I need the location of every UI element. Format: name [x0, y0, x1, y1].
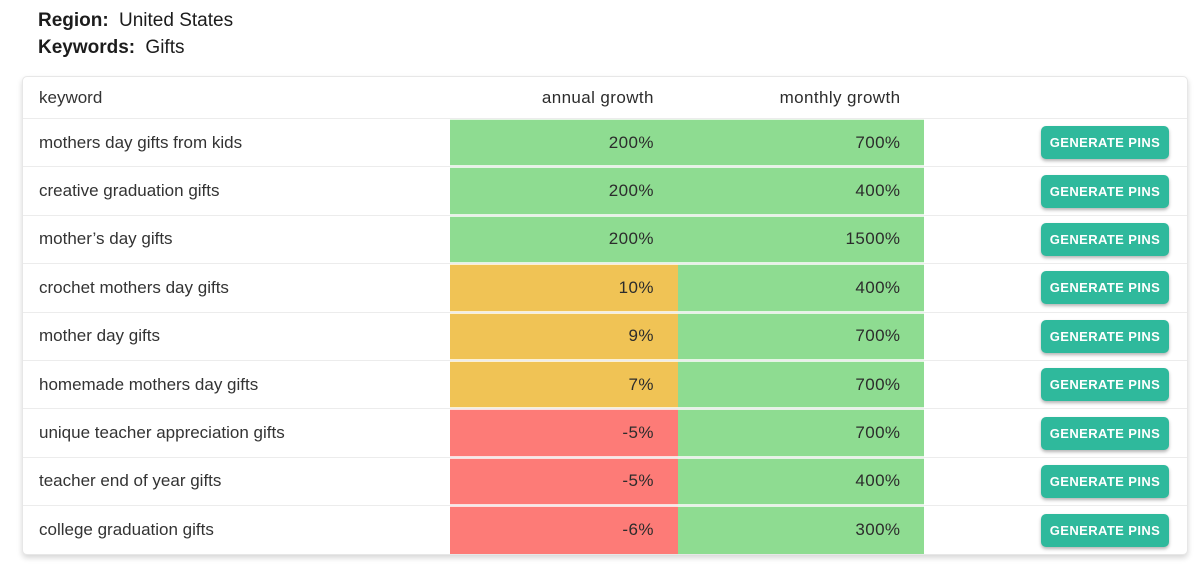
generate-pins-button[interactable]: GENERATE PINS [1041, 222, 1169, 256]
keyword-cell: creative graduation gifts [39, 181, 220, 201]
column-header-actions [924, 77, 1187, 118]
generate-pins-button[interactable]: GENERATE PINS [1041, 464, 1169, 498]
keywords-value: Gifts [145, 37, 185, 58]
annual-growth-cell: 200% [450, 215, 678, 264]
action-cell: GENERATE PINS [924, 409, 1187, 456]
table-row: college graduation gifts -6% 300% GENERATE … [23, 506, 1187, 554]
column-header-keyword: keyword [39, 87, 103, 107]
generate-pins-button[interactable]: GENERATE PINS [1041, 126, 1169, 160]
annual-growth-cell: 10% [450, 264, 678, 312]
region-value: United States [119, 10, 234, 31]
keyword-cell: teacher end of year gifts [39, 471, 222, 491]
monthly-growth-cell: 300% [677, 506, 925, 554]
annual-growth-cell: -6% [450, 506, 678, 554]
annual-growth-cell: 7% [450, 360, 678, 409]
monthly-growth-cell: 700% [677, 312, 925, 360]
keyword-cell: crochet mothers day gifts [39, 277, 229, 297]
generate-pins-button[interactable]: GENERATE PINS [1041, 368, 1169, 402]
region-line: Region: United States [38, 7, 233, 34]
action-cell: GENERATE PINS [924, 119, 1187, 166]
annual-growth-cell: -5% [450, 409, 678, 457]
generate-pins-button[interactable]: GENERATE PINS [1041, 319, 1169, 353]
monthly-growth-cell: 700% [677, 409, 925, 457]
table-row: crochet mothers day gifts 10% 400% GENERATE… [23, 264, 1187, 313]
keyword-cell: unique teacher appreciation gifts [39, 423, 285, 443]
table-row: mother’s day gifts 200% 1500% GENERATE PINS [23, 215, 1187, 265]
action-cell: GENERATE PINS [924, 264, 1187, 311]
column-header-monthly-growth: monthly growth [779, 87, 901, 107]
monthly-growth-cell: 400% [677, 167, 925, 215]
keyword-cell: mothers day gifts from kids [39, 132, 243, 152]
monthly-growth-cell: 700% [677, 119, 925, 167]
annual-growth-cell: 200% [450, 119, 678, 167]
action-cell: GENERATE PINS [924, 313, 1187, 360]
keyword-cell: college graduation gifts [39, 520, 214, 540]
monthly-growth-cell: 400% [677, 264, 925, 312]
keywords-line: Keywords: Gifts [38, 34, 233, 61]
table-row: teacher end of year gifts -5% 400% GENERATE… [23, 457, 1187, 507]
table-row: mother day gifts 9% 700% GENERATE PINS [23, 312, 1187, 361]
generate-pins-button[interactable]: GENERATE PINS [1041, 174, 1169, 208]
annual-growth-cell: 9% [450, 312, 678, 360]
generate-pins-button[interactable]: GENERATE PINS [1041, 271, 1169, 305]
table-row: unique teacher appreciation gifts -5% 700%… [23, 409, 1187, 458]
table-body: mothers day gifts from kids 200% 700% GENER… [23, 119, 1187, 554]
action-cell: GENERATE PINS [924, 506, 1187, 554]
annual-growth-cell: 200% [450, 167, 678, 215]
action-cell: GENERATE PINS [924, 167, 1187, 214]
monthly-growth-cell: 1500% [677, 215, 925, 264]
keyword-cell: mother day gifts [39, 326, 160, 346]
keywords-label: Keywords: [38, 37, 136, 58]
generate-pins-button[interactable]: GENERATE PINS [1041, 416, 1169, 450]
monthly-growth-cell: 400% [677, 457, 925, 506]
region-label: Region: [38, 10, 109, 31]
table-row: mothers day gifts from kids 200% 700% GENER… [23, 119, 1187, 168]
table-row: creative graduation gifts 200% 400% GENERAT… [23, 167, 1187, 216]
keyword-cell: homemade mothers day gifts [39, 374, 259, 394]
keyword-cell: mother’s day gifts [39, 229, 173, 249]
table-header-row: keyword annual growth monthly growth [23, 77, 1187, 119]
monthly-growth-cell: 700% [677, 360, 925, 409]
keywords-table: keyword annual growth monthly growth mot… [22, 76, 1188, 555]
annual-growth-cell: -5% [450, 457, 678, 506]
column-header-annual-growth: annual growth [541, 87, 654, 107]
table-row: homemade mothers day gifts 7% 700% GENERATE… [23, 360, 1187, 410]
action-cell: GENERATE PINS [924, 458, 1187, 505]
action-cell: GENERATE PINS [924, 216, 1187, 263]
filters-summary: Region: United States Keywords: Gifts [38, 7, 233, 61]
generate-pins-button[interactable]: GENERATE PINS [1041, 513, 1169, 547]
action-cell: GENERATE PINS [924, 361, 1187, 408]
